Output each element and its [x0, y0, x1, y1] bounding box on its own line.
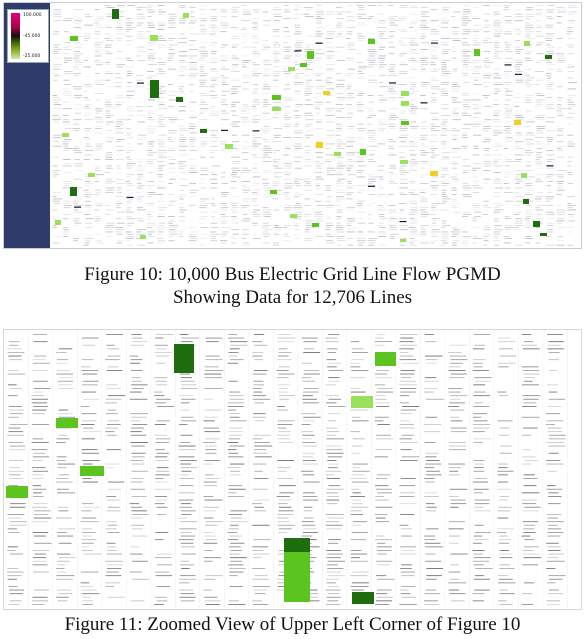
zoomed-highlighted-line-cell [174, 344, 194, 373]
highlighted-line-cell [401, 101, 409, 106]
figure-11-caption-line: Figure 11: Zoomed View of Upper Left Cor… [64, 614, 521, 635]
highlighted-line-cell [150, 80, 159, 98]
highlighted-line-cell [312, 223, 319, 227]
highlighted-line-cell [288, 67, 295, 71]
highlighted-line-cell [521, 173, 527, 178]
zoomed-highlighted-line-cell [56, 418, 78, 428]
highlighted-line-cell [272, 107, 281, 111]
legend-color-bar [11, 13, 20, 59]
highlighted-line-cell [225, 144, 233, 149]
highlighted-line-cell [474, 49, 480, 56]
zoomed-line-flow-grid [6, 330, 568, 609]
zoomed-highlighted-line-cell [284, 538, 310, 552]
highlighted-line-cell [150, 35, 158, 41]
figure-10-pgmd-overview: 100.000 -45.000 -25.000 [3, 2, 582, 249]
highlighted-line-cell [514, 120, 521, 125]
legend-mid-label: -45.000 [23, 34, 41, 39]
highlighted-line-cell [88, 173, 95, 177]
highlighted-line-cell [183, 13, 189, 18]
zoomed-highlighted-line-cell [284, 552, 310, 602]
highlighted-line-cell [323, 91, 330, 95]
figure-10-caption-line2: Showing Data for 12,706 Lines [172, 287, 413, 308]
highlighted-line-cell [400, 239, 406, 242]
highlighted-line-cell [200, 129, 207, 133]
highlighted-line-cell [533, 221, 540, 227]
figure-10-caption-line1: Figure 10: 10,000 Bus Electric Grid Line… [84, 264, 501, 285]
highlighted-line-cell [545, 55, 552, 59]
highlighted-line-cell [112, 9, 119, 19]
legend-top-label: 100.000 [23, 13, 42, 18]
highlighted-line-cell [62, 133, 69, 137]
highlighted-line-cell [430, 171, 438, 176]
figure-11-zoomed-view [3, 329, 582, 610]
highlighted-line-cell [360, 149, 366, 155]
highlighted-line-cell [290, 214, 297, 218]
zoomed-highlighted-line-cell [6, 486, 28, 498]
zoomed-highlighted-line-cell [351, 396, 373, 408]
line-flow-grid [52, 5, 578, 246]
highlighted-line-cell [524, 41, 530, 46]
figure-10-caption: Figure 10: 10,000 Bus Electric Grid Line… [0, 263, 585, 309]
highlighted-line-cell [307, 51, 314, 59]
zoomed-highlighted-line-cell [352, 592, 374, 604]
highlighted-line-cell [400, 160, 408, 164]
highlighted-line-cell [401, 91, 409, 96]
highlighted-line-cell [176, 97, 183, 102]
highlighted-line-cell [270, 190, 277, 194]
highlighted-line-cell [140, 235, 146, 239]
highlighted-line-cell [70, 187, 77, 196]
highlighted-line-cell [368, 39, 375, 44]
highlighted-line-cell [272, 95, 281, 100]
highlighted-line-cell [334, 152, 341, 156]
highlighted-line-cell [523, 199, 529, 204]
highlighted-line-cell [55, 220, 61, 225]
highlighted-line-cell [540, 233, 547, 236]
color-legend: 100.000 -45.000 -25.000 [7, 9, 49, 63]
highlighted-line-cell [401, 121, 409, 125]
zoomed-highlighted-line-cell [375, 352, 396, 366]
highlighted-line-cell [300, 63, 307, 67]
highlighted-line-cell [70, 36, 78, 41]
legend-bottom-label: -25.000 [23, 54, 41, 59]
sidebar-panel: 100.000 -45.000 -25.000 [4, 3, 50, 248]
highlighted-line-cell [316, 142, 323, 148]
figure-11-caption: Figure 11: Zoomed View of Upper Left Cor… [0, 613, 585, 636]
zoomed-highlighted-line-cell [80, 466, 104, 476]
